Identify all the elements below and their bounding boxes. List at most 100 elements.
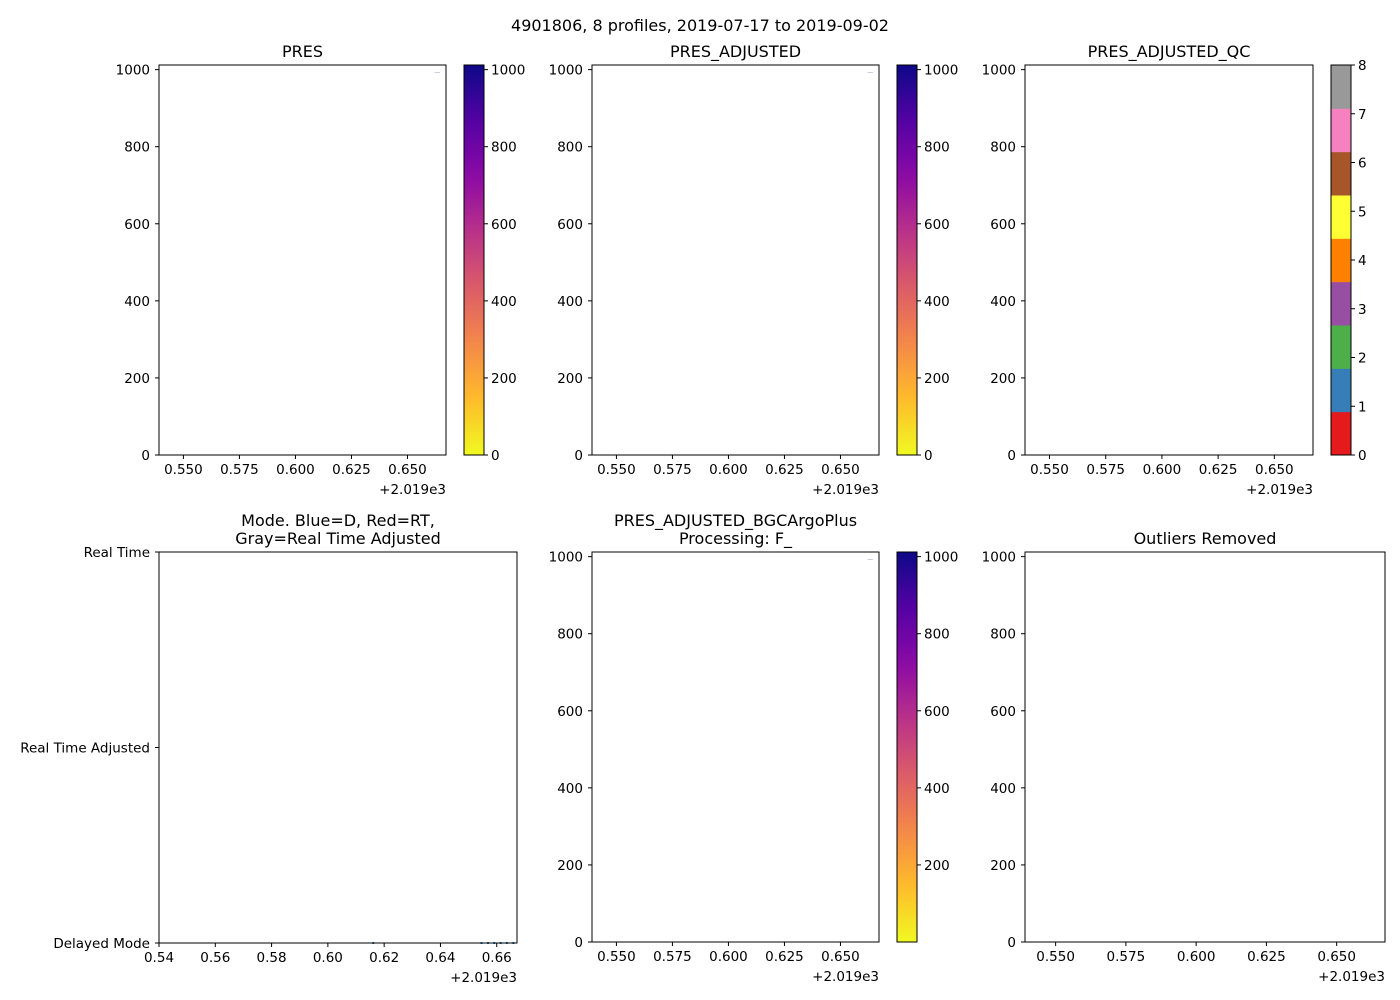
colorbar-tick-label: 800 xyxy=(924,140,950,156)
colorbar-tick-label: 800 xyxy=(924,627,950,643)
x-tick-label: 0.600 xyxy=(1177,949,1216,965)
x-tick-label: 0.575 xyxy=(653,949,692,965)
x-tick-label: 0.550 xyxy=(164,462,203,478)
x-tick-label: 0.650 xyxy=(821,462,860,478)
colorbar-tick-label: 400 xyxy=(491,294,517,310)
colorbar-tick-label: 600 xyxy=(491,217,517,233)
qc-swatch xyxy=(1331,65,1351,109)
x-tick-label: 0.550 xyxy=(1036,949,1075,965)
y-tick-label: 0 xyxy=(574,448,583,464)
x-offset-label: +2.019e3 xyxy=(450,970,517,986)
colorbar-tick-label: 200 xyxy=(924,371,950,387)
y-tick-label: 200 xyxy=(124,371,150,387)
colorbar-tick-label: 400 xyxy=(924,294,950,310)
y-tick-label: Delayed Mode xyxy=(53,936,150,952)
x-tick-label: 0.60 xyxy=(313,950,343,966)
panel-title: Mode. Blue=D, Red=RT, Gray=Real Time Adju… xyxy=(235,511,441,548)
x-tick-label: 0.575 xyxy=(1086,462,1125,478)
y-tick-label: 400 xyxy=(124,294,150,310)
qc-swatch xyxy=(1331,108,1351,153)
y-tick-label: 600 xyxy=(557,217,583,233)
axes-frame xyxy=(591,551,880,943)
y-tick-label: 400 xyxy=(990,294,1016,310)
y-tick-label: 600 xyxy=(990,217,1016,233)
panel-pres: PRES 0.550 0.575 0.600 0.625 0.650 +2.019e3 0 20… xyxy=(116,42,526,498)
x-tick-label: 0.56 xyxy=(200,950,230,966)
qc-swatch xyxy=(1331,368,1351,413)
x-tick-label: 0.550 xyxy=(597,949,636,965)
y-tick-label: 0 xyxy=(141,448,150,464)
y-tick-label: 400 xyxy=(990,781,1016,797)
x-tick-label: 0.650 xyxy=(1255,462,1294,478)
panel-pres_adjusted_bgc: PRES_ADJUSTED_BGCArgoPlus Processing: F_ 0… xyxy=(549,511,959,985)
colorbar: 0 1 2 3 4 5 6 7 8 xyxy=(1330,58,1367,464)
colorbar-tick-label: 8 xyxy=(1358,58,1367,74)
x-offset-label: +2.019e3 xyxy=(812,482,879,498)
y-tick-label: 600 xyxy=(557,704,583,720)
y-tick-label: 200 xyxy=(557,858,583,874)
y-tick-label: Real Time Adjusted xyxy=(20,741,150,757)
colorbar-frame xyxy=(896,551,918,943)
panel-title: PRES_ADJUSTED_QC xyxy=(1088,42,1251,62)
axes-frame xyxy=(158,64,447,456)
y-tick-label: 1000 xyxy=(549,63,583,79)
x-tick-label: 0.650 xyxy=(388,462,427,478)
colorbar-frame xyxy=(896,64,918,456)
y-tick-label: Real Time xyxy=(84,545,150,561)
y-tick-label: 1000 xyxy=(982,63,1016,79)
colorbar-tick-label: 600 xyxy=(924,704,950,720)
x-tick-label: 0.550 xyxy=(597,462,636,478)
x-tick-label: 0.625 xyxy=(765,949,804,965)
colorbar: 0 200 400 600 800 1000 xyxy=(463,63,525,464)
colorbar-tick-label: 7 xyxy=(1358,107,1367,123)
colorbar-tick-label: 800 xyxy=(491,140,517,156)
colorbar-gradient xyxy=(897,65,917,455)
x-tick-label: 0.58 xyxy=(257,950,287,966)
panel-title: PRES_ADJUSTED_BGCArgoPlus Processing: F_ xyxy=(614,511,857,549)
y-tick-label: 0 xyxy=(1007,448,1016,464)
colorbar-tick-label: 200 xyxy=(924,858,950,874)
qc-swatch xyxy=(1331,411,1351,456)
x-tick-label: 0.650 xyxy=(821,949,860,965)
colorbar-gradient xyxy=(897,552,917,942)
colorbar-tick-label: 1000 xyxy=(924,550,958,566)
x-tick-label: 0.625 xyxy=(765,462,804,478)
x-tick-label: 0.62 xyxy=(369,950,399,966)
colorbar-tick-label: 1 xyxy=(1358,399,1367,415)
panel-pres_adjusted: PRES_ADJUSTED 0.550 0.575 0.600 0.625 0.650 +2… xyxy=(549,42,959,498)
qc-swatch xyxy=(1331,238,1351,283)
x-tick-label: 0.550 xyxy=(1030,462,1069,478)
axes-frame xyxy=(1024,64,1314,456)
panel-title: Outliers Removed xyxy=(1134,529,1277,548)
panel-pres_adjusted_qc: PRES_ADJUSTED_QC 0.550 0.575 0.600 0.625 0.65… xyxy=(982,42,1367,498)
colorbar: 0 200 400 600 800 1000 xyxy=(896,63,958,464)
x-tick-label: 0.600 xyxy=(709,462,748,478)
y-tick-label: 600 xyxy=(124,217,150,233)
qc-swatch xyxy=(1331,281,1351,326)
y-tick-label: 800 xyxy=(124,140,150,156)
y-tick-label: 0 xyxy=(574,935,583,951)
x-tick-label: 0.66 xyxy=(482,950,512,966)
colorbar-tick-label: 1000 xyxy=(491,63,525,79)
colorbar-tick-label: 1000 xyxy=(924,63,958,79)
qc-swatch xyxy=(1331,325,1351,369)
y-tick-label: 200 xyxy=(990,858,1016,874)
colorbar-tick-label: 2 xyxy=(1358,351,1367,367)
colorbar-gradient xyxy=(464,65,484,455)
panel-outliers: Outliers Removed 0.550 0.575 0.600 0.625 0.65… xyxy=(982,529,1386,985)
x-tick-label: 0.64 xyxy=(425,950,455,966)
x-offset-label: +2.019e3 xyxy=(1246,482,1313,498)
colorbar-tick-label: 6 xyxy=(1358,156,1367,172)
x-offset-label: +2.019e3 xyxy=(379,482,446,498)
colorbar-tick-label: 0 xyxy=(924,448,933,464)
y-tick-label: 800 xyxy=(557,627,583,643)
x-tick-label: 0.575 xyxy=(220,462,259,478)
x-tick-label: 0.600 xyxy=(709,949,748,965)
x-tick-label: 0.650 xyxy=(1317,949,1356,965)
colorbar-tick-label: 0 xyxy=(1358,448,1367,464)
y-tick-label: 800 xyxy=(990,627,1016,643)
colorbar-frame xyxy=(463,64,485,456)
x-tick-label: 0.575 xyxy=(653,462,692,478)
panel-title: PRES xyxy=(282,42,323,61)
